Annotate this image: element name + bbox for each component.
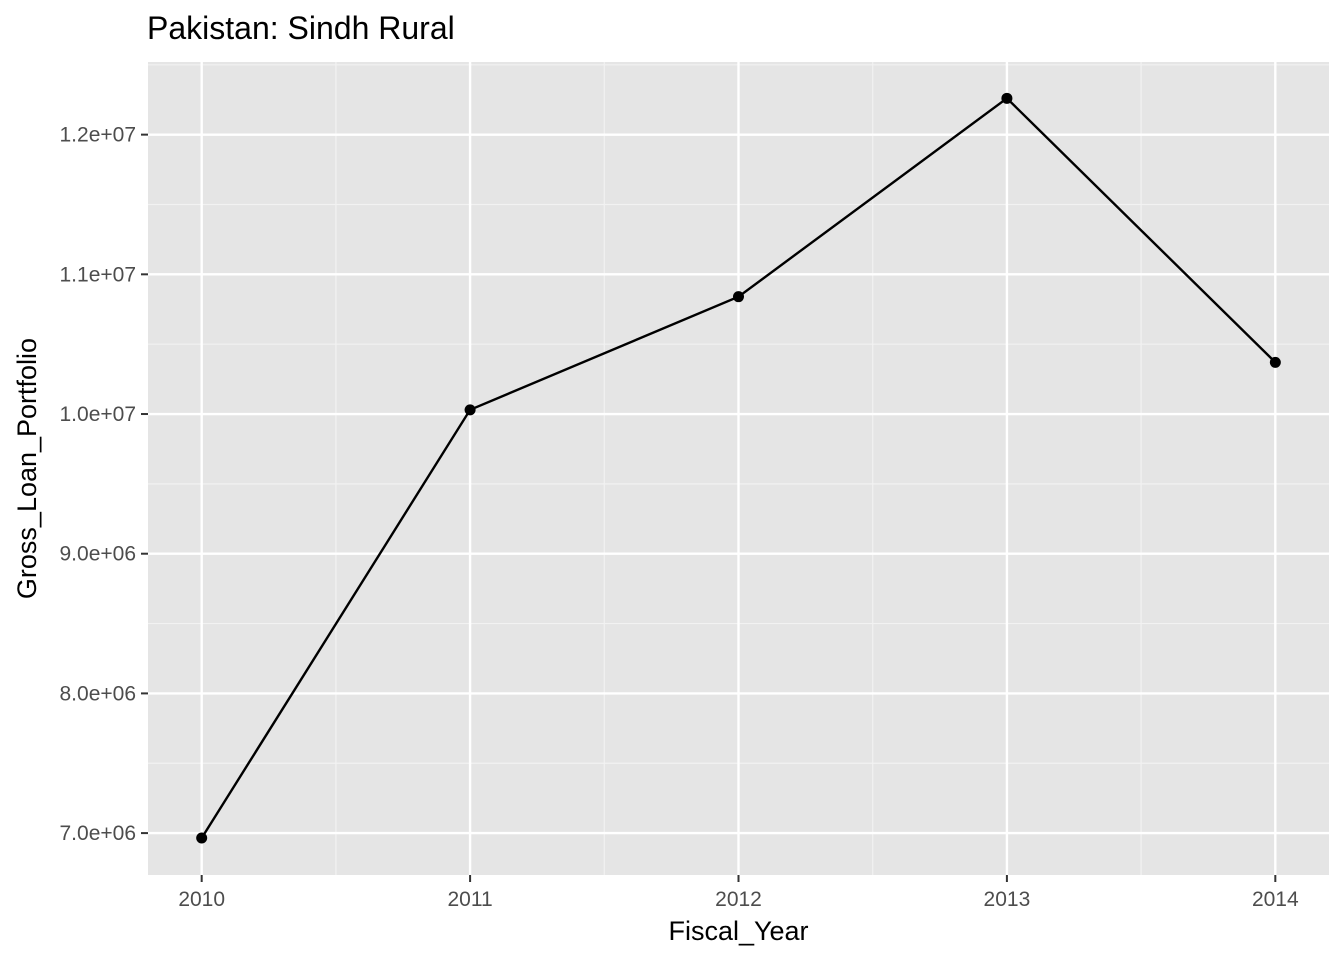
data-point [196, 832, 208, 844]
data-point [1001, 92, 1013, 104]
x-tick-label: 2013 [984, 888, 1031, 911]
y-tick-label: 1.1e+07 [60, 263, 137, 286]
x-axis-title: Fiscal_Year [668, 916, 808, 946]
data-point [464, 404, 476, 416]
chart-title: Pakistan: Sindh Rural [147, 10, 455, 46]
y-tick-label: 8.0e+06 [60, 682, 137, 705]
x-tick-label: 2010 [178, 888, 225, 911]
y-tick-label: 1.0e+07 [60, 403, 137, 426]
x-tick-label: 2012 [715, 888, 762, 911]
data-point [1269, 356, 1281, 368]
data-point [733, 291, 744, 303]
y-tick-label: 9.0e+06 [60, 543, 137, 566]
series-layer [196, 92, 1281, 844]
x-tick-label: 2014 [1252, 888, 1299, 911]
y-axis: 7.0e+06 8.0e+06 9.0e+06 1.0e+07 1.1e+07 1.2e+… [60, 124, 148, 845]
x-axis: 2010 2011 2012 2013 2014 [178, 875, 1299, 911]
y-tick-label: 1.2e+07 [60, 124, 137, 147]
y-tick-label: 7.0e+06 [60, 822, 137, 845]
x-tick-label: 2011 [448, 888, 493, 911]
grid-major [148, 62, 1329, 875]
y-axis-title: Gross_Loan_Portfolio [12, 338, 42, 599]
